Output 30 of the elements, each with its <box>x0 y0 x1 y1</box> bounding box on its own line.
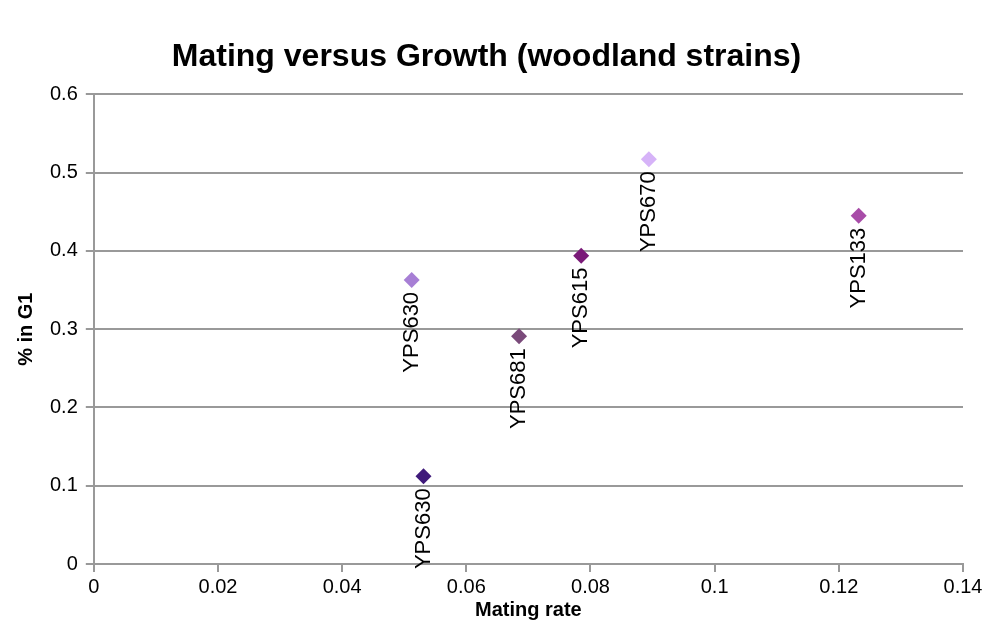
point <box>850 207 867 224</box>
y-tick-label: 0.2 <box>49 394 78 417</box>
x-tick-label: 0.14 <box>943 574 983 597</box>
y-tick-label: 0.1 <box>49 473 78 496</box>
text: YPS615 <box>567 267 593 349</box>
y-tick-label: 0.4 <box>49 238 78 261</box>
x-tick-label: 0.12 <box>819 574 859 597</box>
point <box>573 247 590 264</box>
x-tick-label: 0.08 <box>571 574 610 597</box>
point <box>511 328 528 345</box>
y-tick-label: 0.5 <box>49 160 78 183</box>
text: YPS681 <box>505 348 531 429</box>
x-tick-label: 0 <box>88 574 100 597</box>
point <box>640 151 657 168</box>
text: YPS630 <box>409 488 435 570</box>
text: YPS670 <box>634 171 660 253</box>
y-tick-label: 0.6 <box>49 81 78 104</box>
x-tick-label: 0.04 <box>322 574 362 597</box>
x-axis-title: Mating rate <box>475 597 582 620</box>
point <box>415 468 432 485</box>
text: YPS133 <box>844 227 870 309</box>
y-tick-label: 0 <box>66 551 78 574</box>
y-axis-title: % in G1 <box>13 292 36 366</box>
point <box>403 271 420 288</box>
chart-title: Mating versus Growth (woodland strains) <box>171 37 802 74</box>
text: YPS630 <box>397 291 423 373</box>
y-tick-label: 0.3 <box>49 316 78 339</box>
x-tick-label: 0.1 <box>700 574 729 597</box>
x-tick-label: 0.02 <box>198 574 238 597</box>
x-tick-label: 0.06 <box>446 574 486 597</box>
